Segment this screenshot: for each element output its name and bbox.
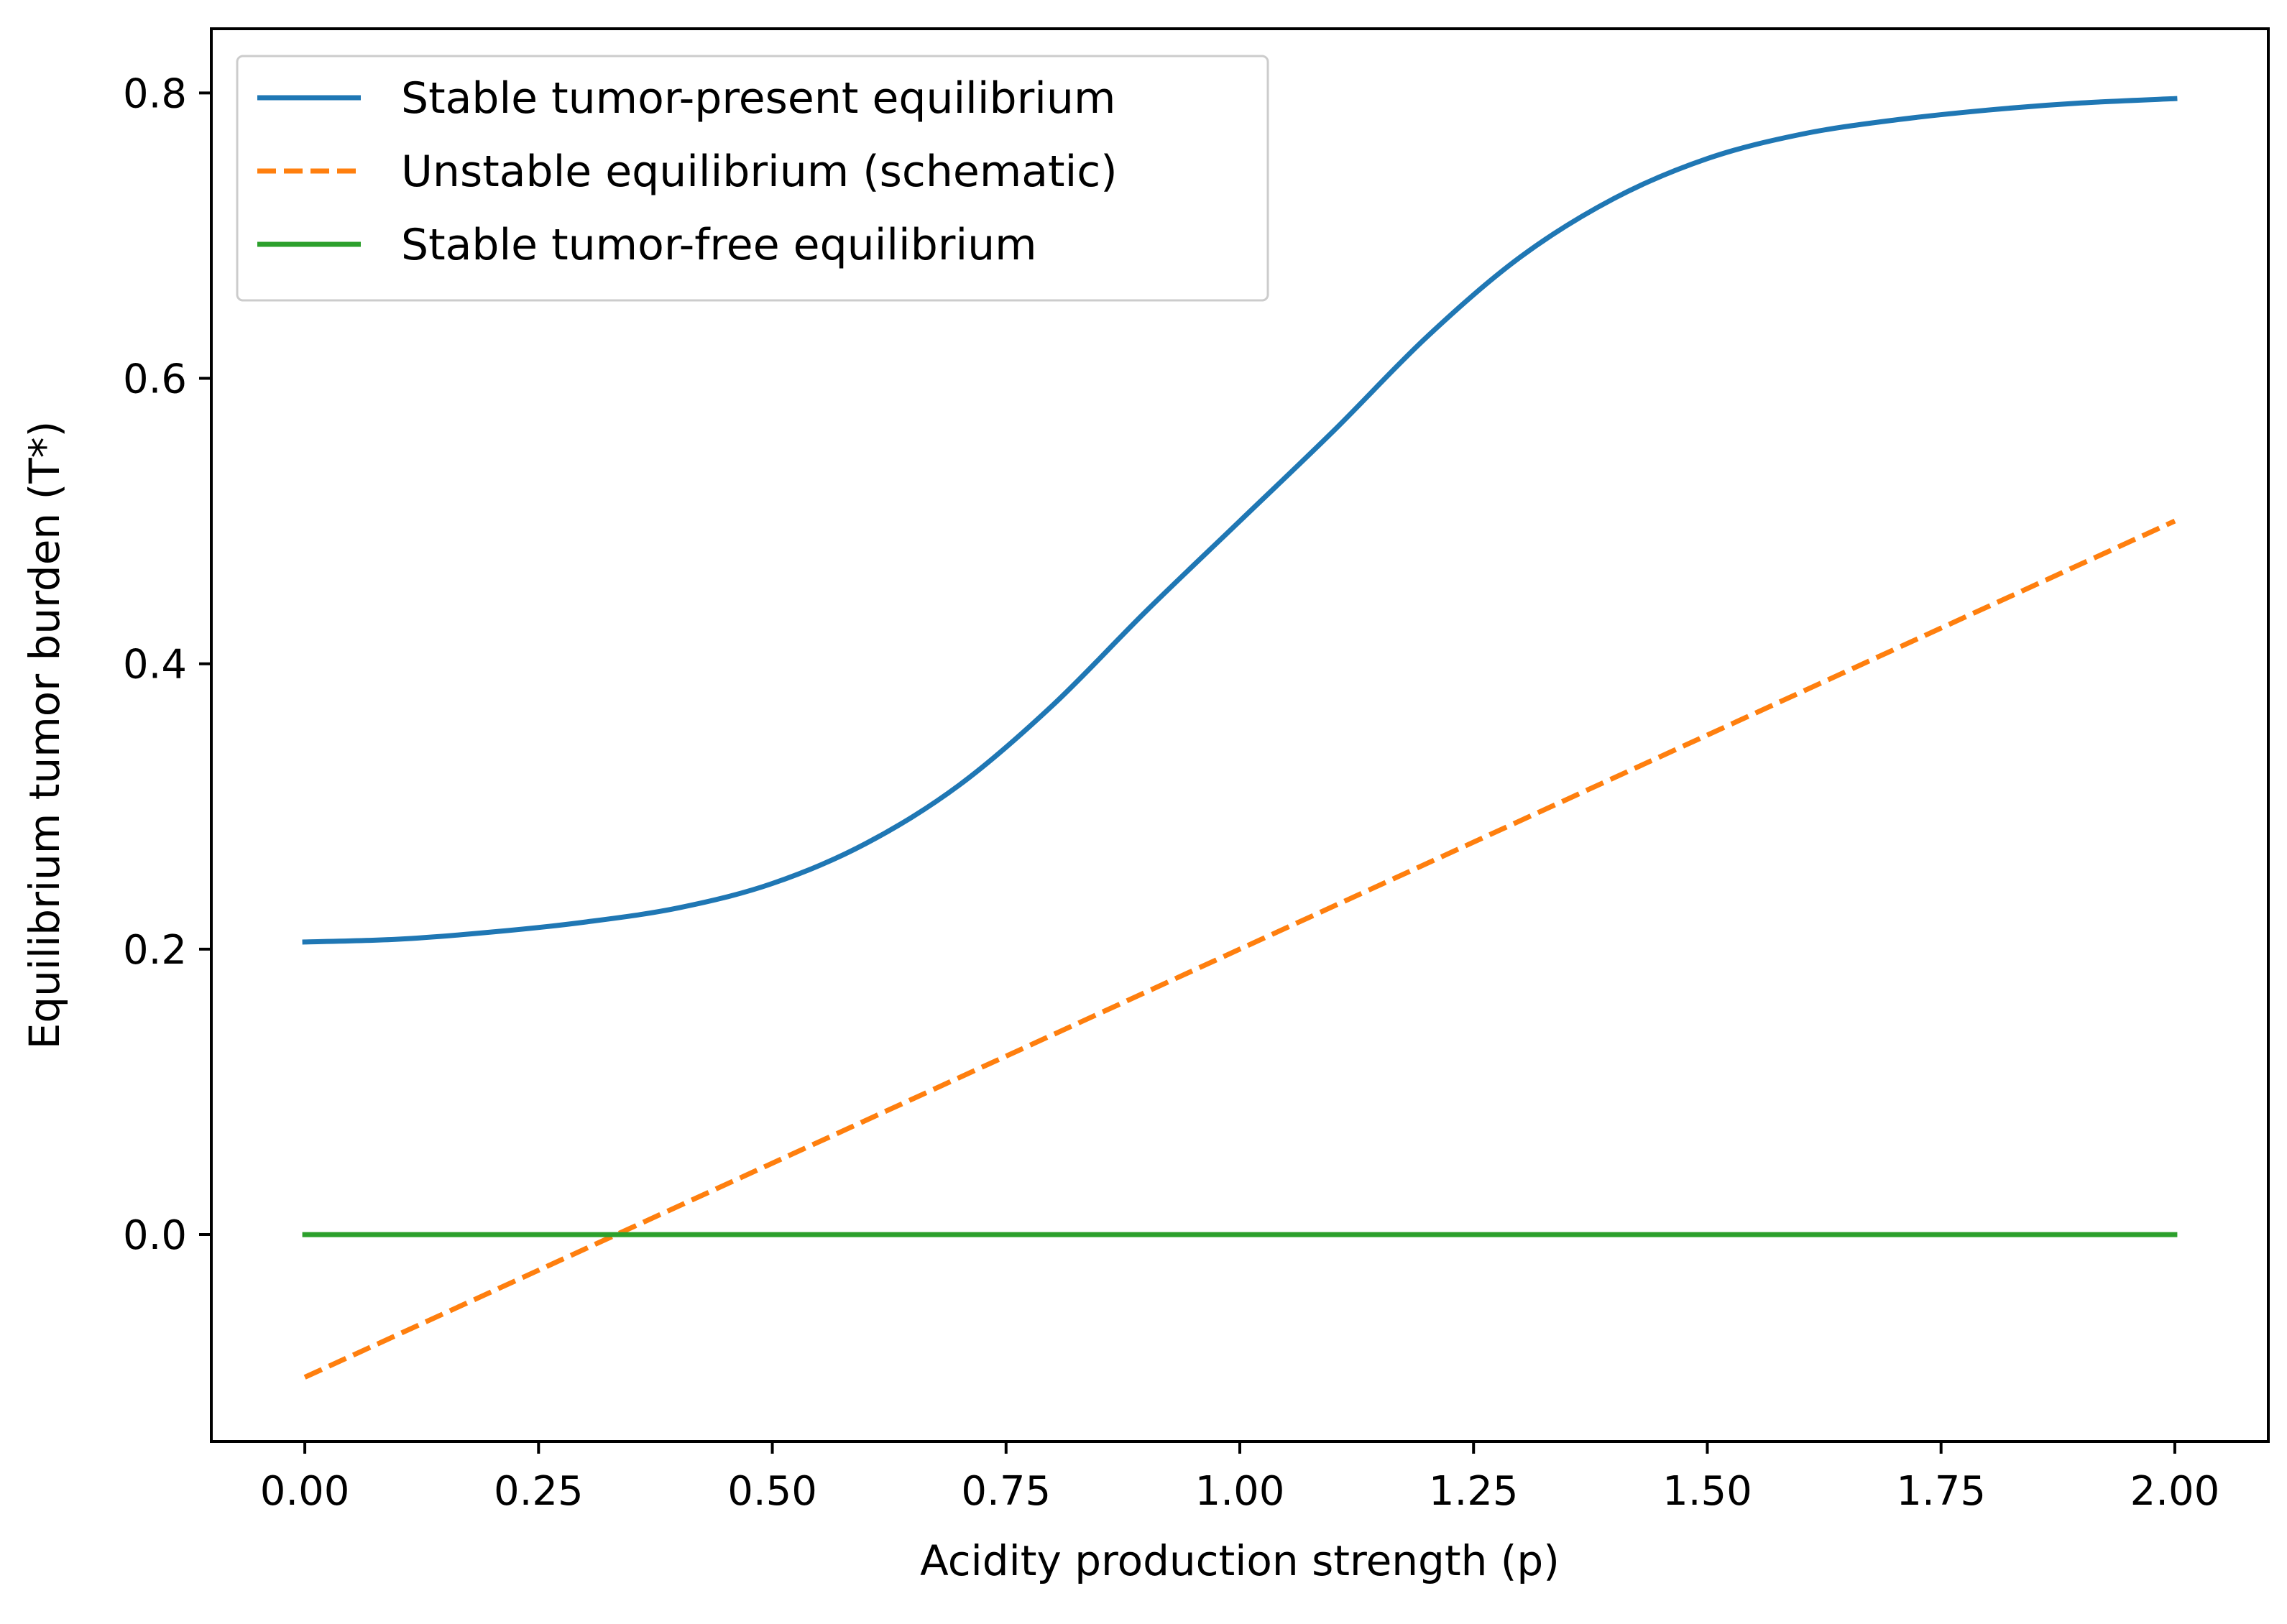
x-tick-label: 1.75 — [1896, 1468, 1986, 1515]
x-tick-label: 0.00 — [260, 1468, 350, 1515]
y-tick-label: 0.0 — [123, 1212, 187, 1259]
x-tick-label: 0.75 — [961, 1468, 1051, 1515]
x-tick-label: 1.00 — [1195, 1468, 1285, 1515]
legend-box — [236, 55, 1269, 302]
y-axis-ticks: 0.0 0.2 0.4 0.6 0.8 — [123, 70, 211, 1259]
y-tick-label: 0.8 — [123, 70, 187, 117]
legend-label-3: Stable tumor-free equilibrium — [401, 220, 1037, 270]
y-tick-label: 0.6 — [123, 356, 187, 403]
series-layer — [302, 96, 2178, 1380]
legend-label-2: Unstable equilibrium (schematic) — [401, 147, 1118, 197]
y-axis-label: Equilibrium tumor burden (T*) — [20, 421, 69, 1050]
legend: Stable tumor-present equilibrium Unstable… — [236, 55, 1269, 302]
x-tick-label: 2.00 — [2130, 1468, 2220, 1515]
x-tick-label: 0.25 — [494, 1468, 584, 1515]
x-tick-label: 0.50 — [727, 1468, 817, 1515]
x-axis-ticks: 0.00 0.25 0.50 0.75 1.00 1.25 1.50 1.75 2.00 — [260, 1441, 2220, 1515]
legend-label-1: Stable tumor-present equilibrium — [401, 73, 1115, 124]
y-tick-label: 0.4 — [123, 642, 187, 688]
series-line-2 — [303, 518, 2176, 1380]
x-tick-label: 1.25 — [1429, 1468, 1519, 1515]
x-tick-label: 1.50 — [1662, 1468, 1752, 1515]
y-tick-label: 0.2 — [123, 927, 187, 974]
series-line-1 — [302, 96, 2178, 945]
x-axis-label: Acidity production strength (p) — [920, 1536, 1560, 1585]
